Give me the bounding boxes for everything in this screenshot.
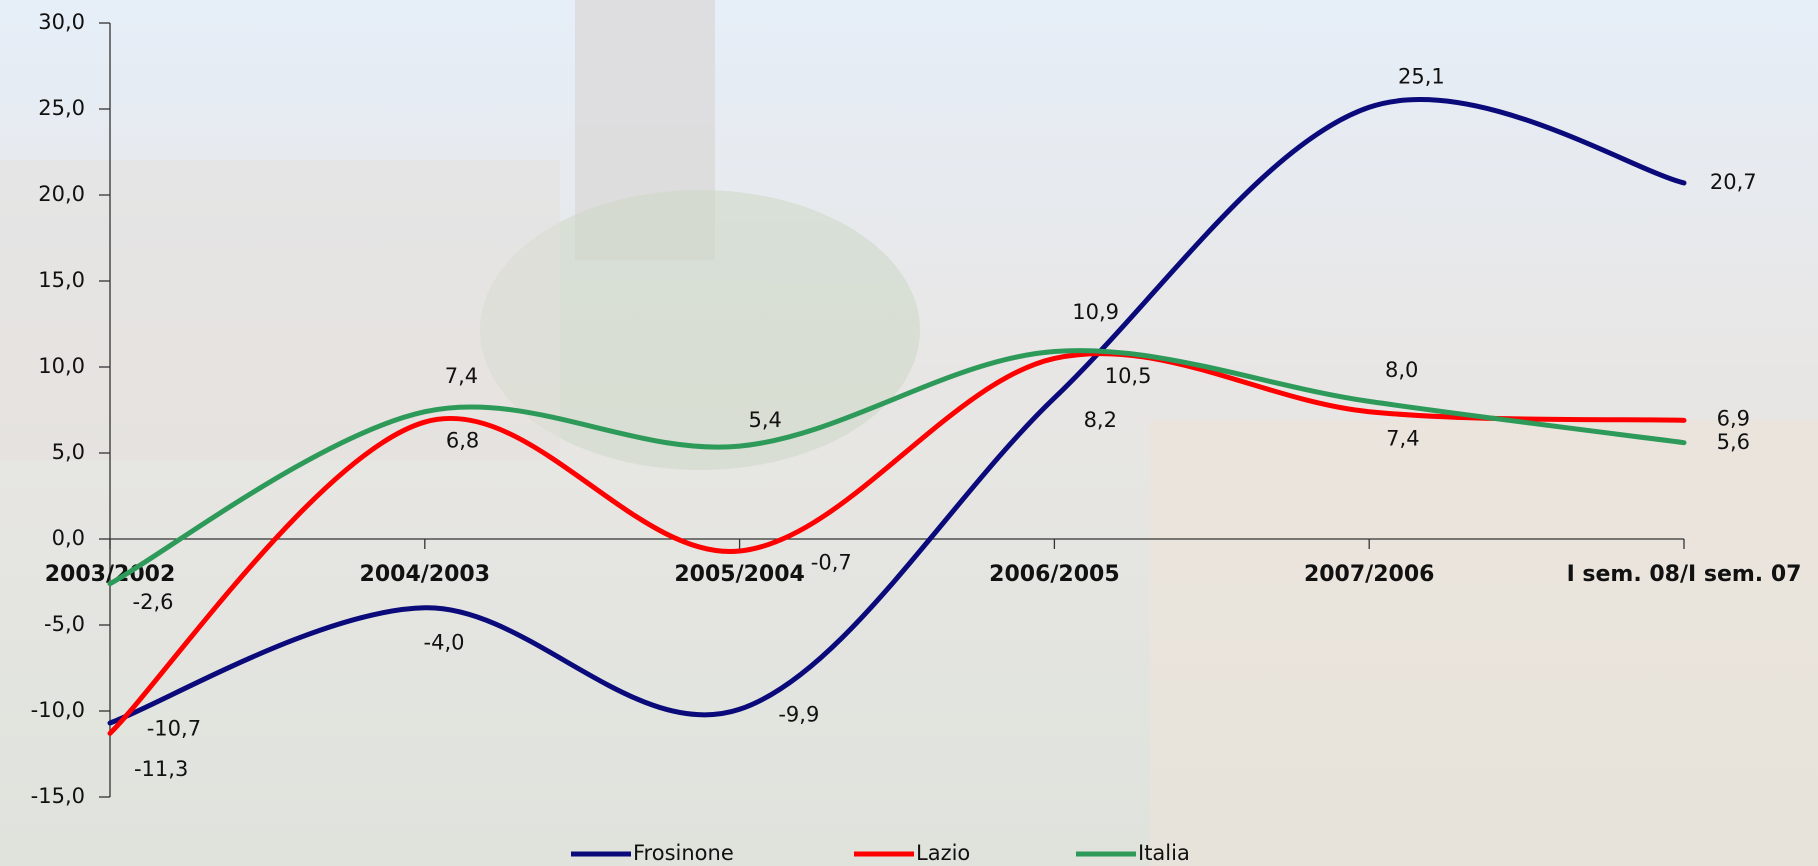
x-tick-label: 2005/2004 bbox=[674, 562, 805, 587]
data-label: 25,1 bbox=[1398, 65, 1445, 89]
y-tick-label: 5,0 bbox=[52, 440, 85, 464]
data-label: 8,2 bbox=[1084, 408, 1117, 432]
legend-label: Italia bbox=[1138, 841, 1190, 865]
y-tick-label: 0,0 bbox=[52, 526, 85, 550]
y-tick-label: 30,0 bbox=[38, 10, 85, 34]
data-label: -0,7 bbox=[811, 550, 852, 574]
line-series bbox=[107, 97, 1687, 726]
y-tick-label: 25,0 bbox=[38, 96, 85, 120]
data-label: 5,4 bbox=[749, 408, 782, 432]
y-tick-label: -5,0 bbox=[44, 612, 85, 636]
data-label: 20,7 bbox=[1710, 170, 1757, 194]
background-buildings bbox=[0, 160, 560, 460]
data-label: -9,9 bbox=[778, 702, 819, 726]
data-label: -2,6 bbox=[133, 590, 174, 614]
data-label: 7,4 bbox=[1386, 426, 1419, 450]
legend-label: Frosinone bbox=[633, 841, 734, 865]
y-tick-label: 20,0 bbox=[38, 182, 85, 206]
x-tick-label: I sem. 08/I sem. 07 bbox=[1567, 562, 1802, 587]
data-label: 10,5 bbox=[1105, 364, 1152, 388]
line-series bbox=[107, 348, 1687, 587]
y-tick-label: -10,0 bbox=[31, 698, 85, 722]
x-tick-label: 2004/2003 bbox=[360, 562, 491, 587]
data-label: 6,9 bbox=[1717, 407, 1750, 431]
data-label: 6,8 bbox=[446, 429, 479, 453]
background-buildings bbox=[1150, 420, 1818, 866]
data-label: 5,6 bbox=[1717, 430, 1750, 454]
data-label: -10,7 bbox=[147, 716, 201, 740]
x-tick-label: 2006/2005 bbox=[989, 562, 1120, 587]
x-tick-label: 2007/2006 bbox=[1304, 562, 1435, 587]
y-tick-label: -15,0 bbox=[31, 784, 85, 808]
y-tick-label: 10,0 bbox=[38, 354, 85, 378]
legend-label: Lazio bbox=[916, 841, 970, 865]
data-label: 8,0 bbox=[1385, 358, 1418, 382]
y-tick-label: 15,0 bbox=[38, 268, 85, 292]
line-series bbox=[107, 351, 1687, 736]
data-label: 10,9 bbox=[1072, 300, 1119, 324]
background-trees bbox=[480, 190, 920, 470]
data-label: 7,4 bbox=[445, 364, 478, 388]
data-label: -4,0 bbox=[424, 630, 465, 654]
data-label: -11,3 bbox=[134, 757, 188, 781]
